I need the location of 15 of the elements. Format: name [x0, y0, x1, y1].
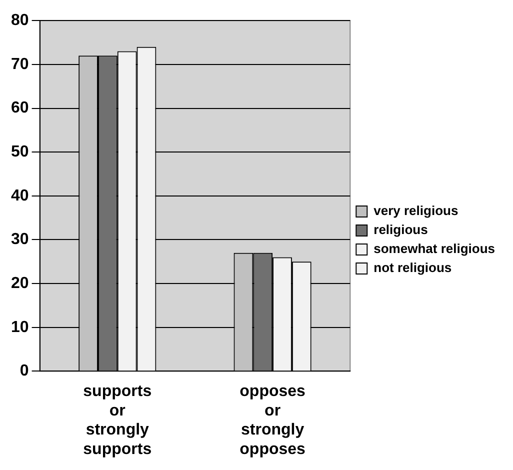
y-tick-label: 50: [11, 143, 29, 160]
legend-label: not religious: [374, 260, 452, 276]
x-tick-label: opposes or strongly opposes: [240, 383, 306, 458]
y-tick-label: 70: [11, 56, 29, 73]
y-tick-label: 80: [11, 12, 29, 30]
y-tick-label: 60: [11, 100, 29, 117]
y-tick-label: 10: [11, 318, 29, 336]
y-tick-label: 20: [11, 274, 29, 292]
legend-label: religious: [374, 222, 428, 238]
x-tick-label: supports or strongly supports: [83, 383, 152, 458]
y-tick-label: 0: [20, 362, 29, 380]
y-tick-label: 30: [11, 231, 29, 248]
legend-label: somewhat religious: [374, 241, 496, 256]
y-tick-label: 40: [11, 187, 29, 204]
legend-label: very religious: [374, 203, 458, 218]
